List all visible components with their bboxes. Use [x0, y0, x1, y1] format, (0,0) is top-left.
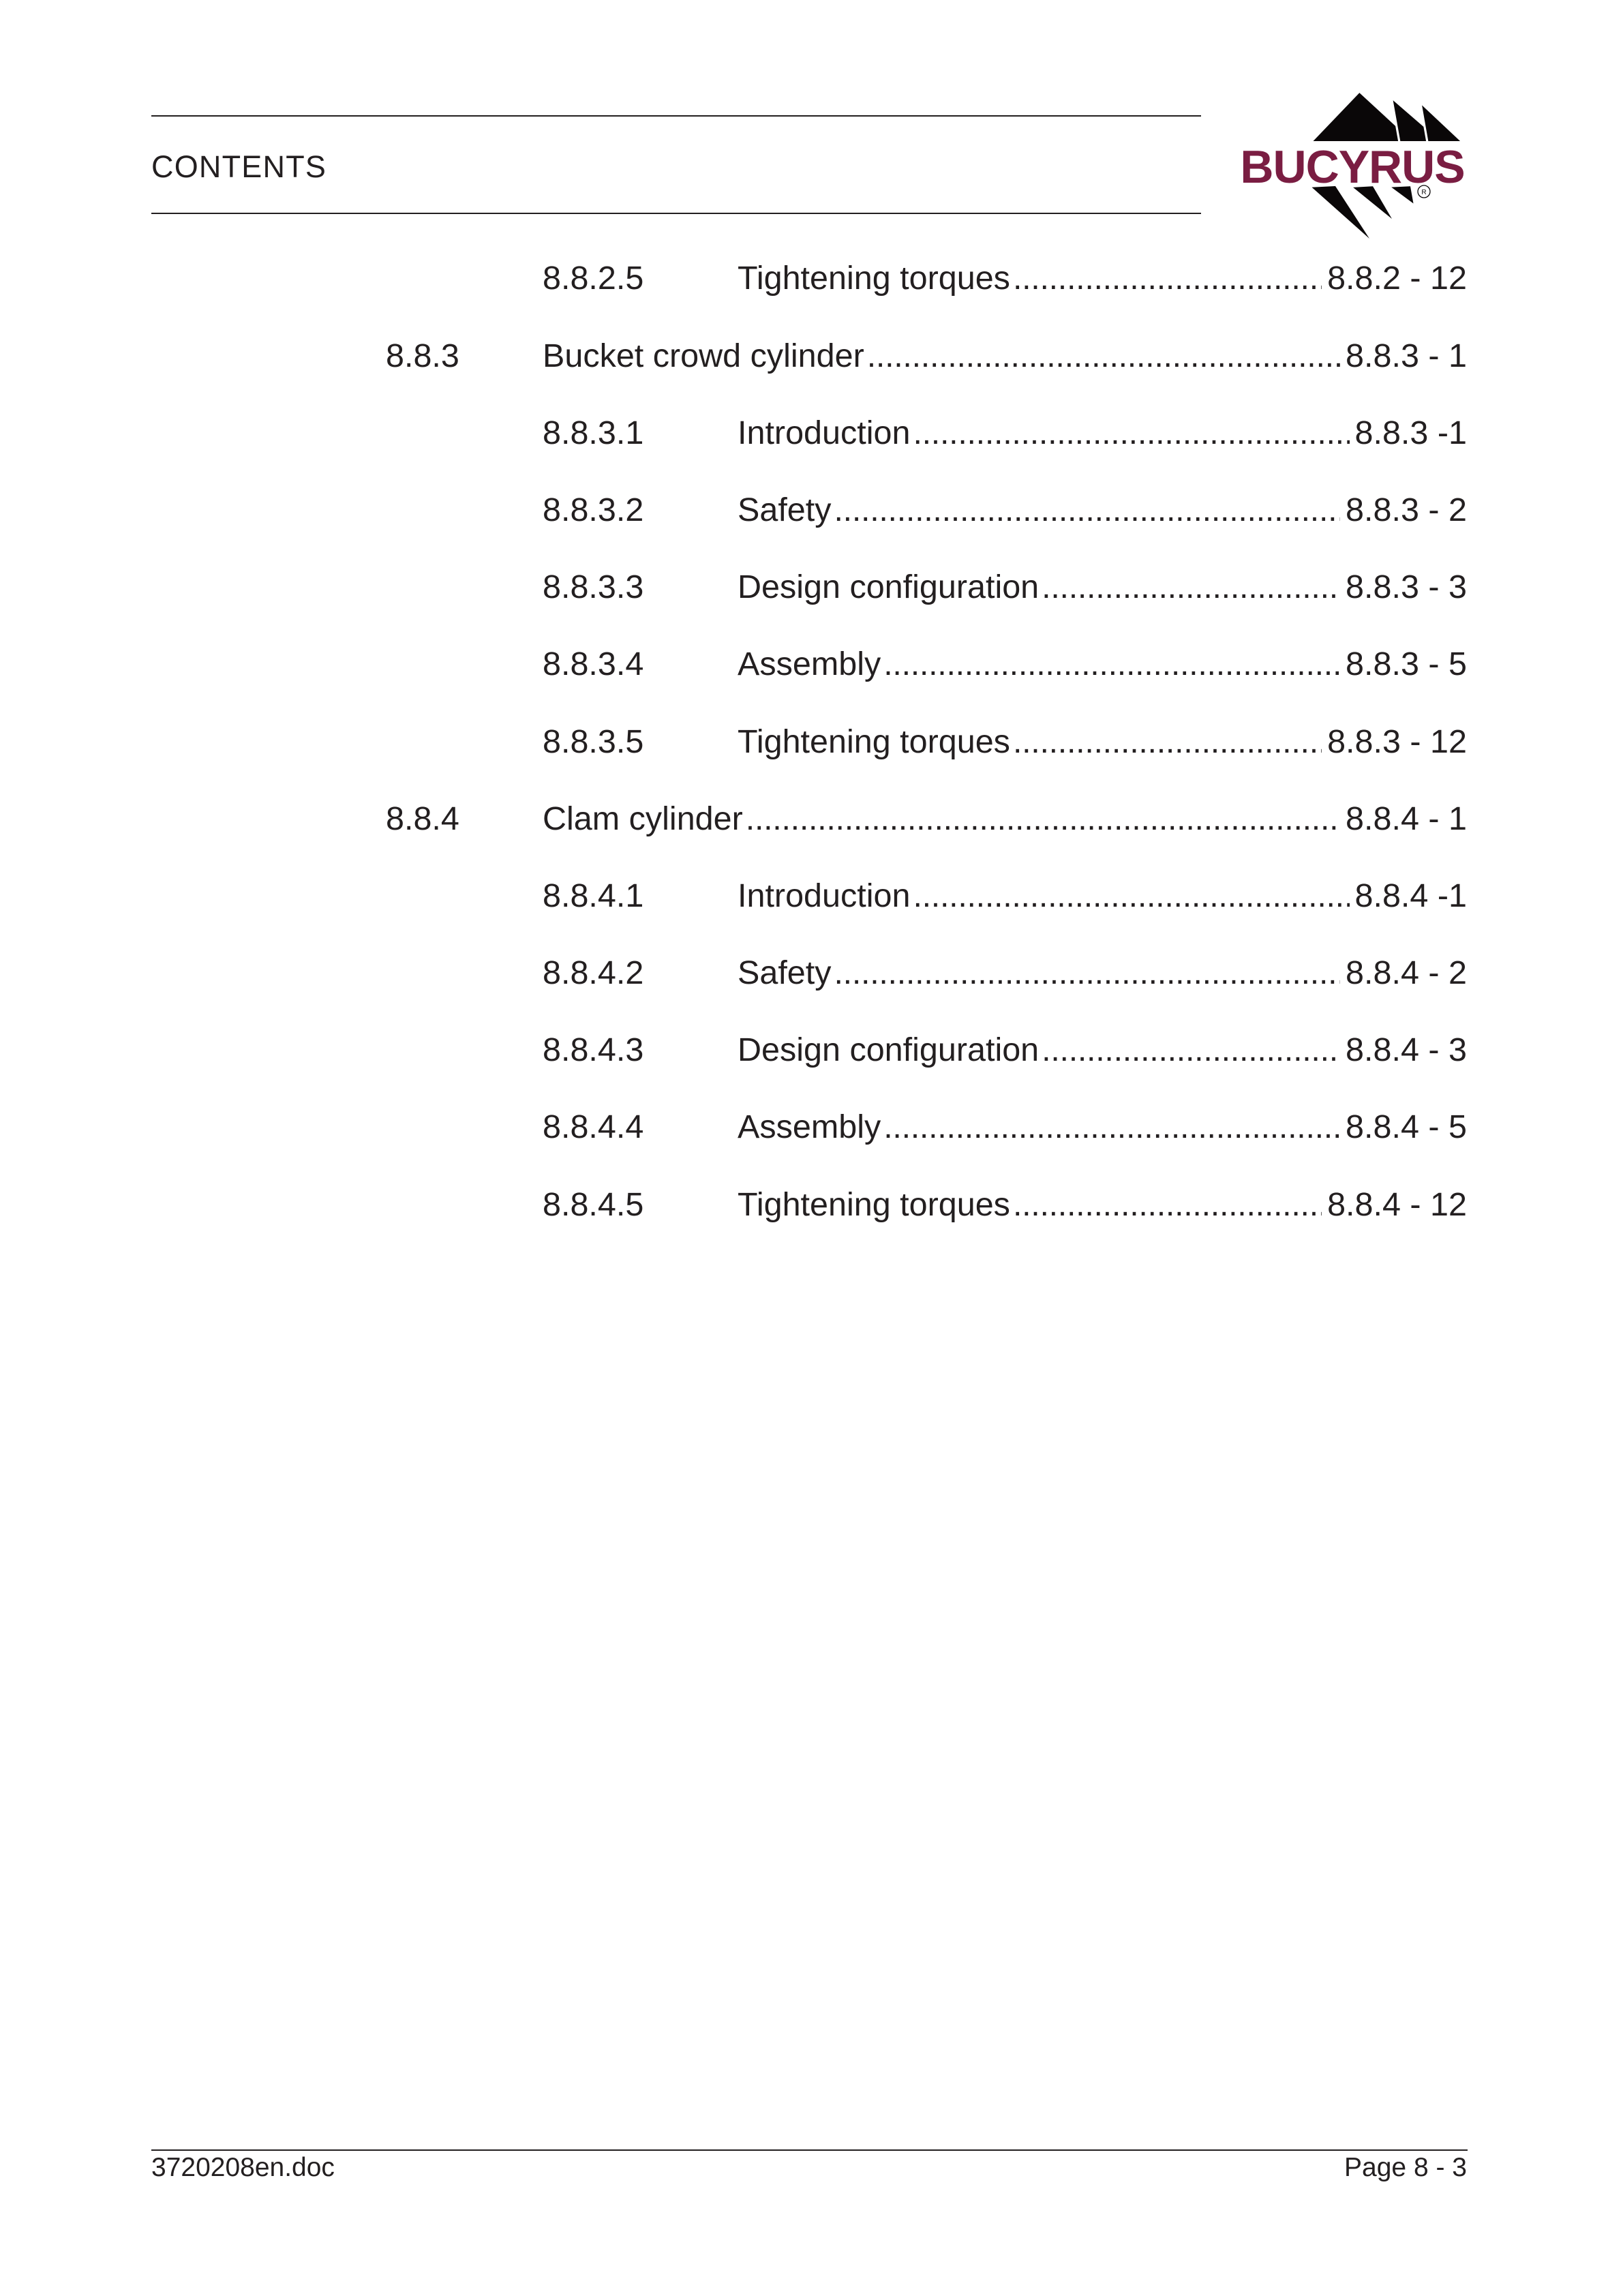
svg-text:R: R — [1421, 189, 1426, 196]
svg-text:BUCYRUS: BUCYRUS — [1240, 141, 1464, 193]
